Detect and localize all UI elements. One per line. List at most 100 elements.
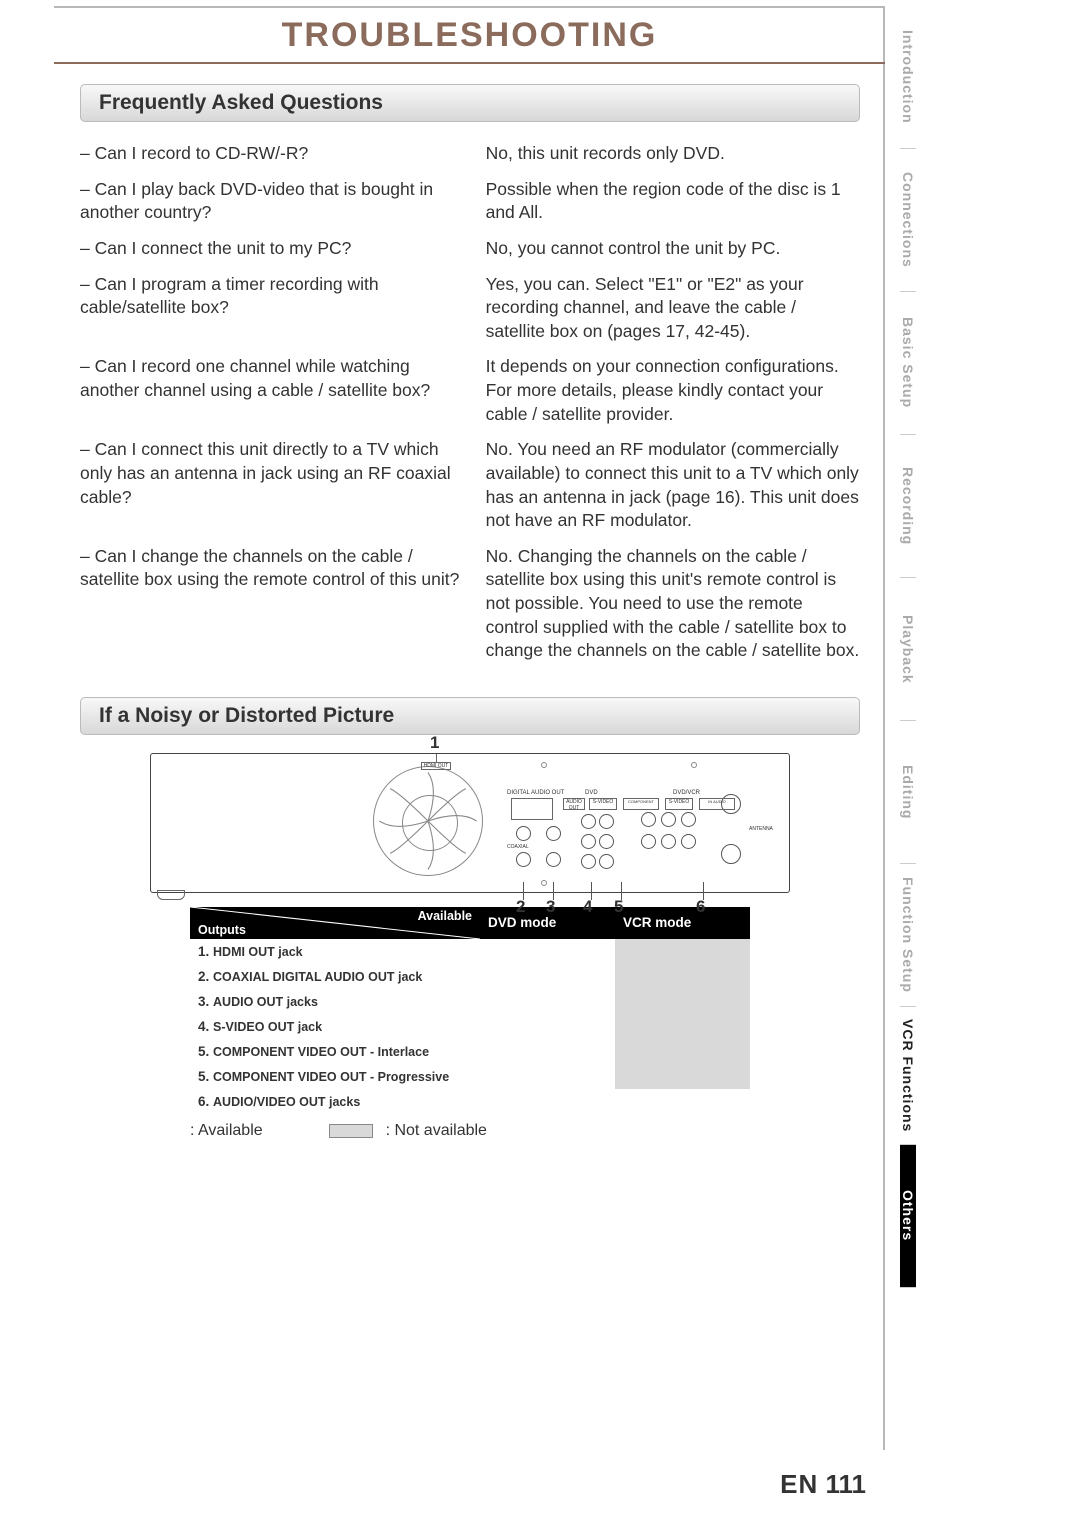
legend-not-available: : Not available — [386, 1122, 487, 1139]
table-row: 1. HDMI OUT jack — [190, 939, 750, 964]
legend-available: : Available — [190, 1122, 263, 1139]
port-label: S-VIDEO — [665, 798, 693, 810]
faq-answer: No. You need an RF modulator (commercial… — [486, 438, 860, 533]
faq-question: – Can I record one channel while watchin… — [80, 355, 486, 426]
sidebar-tab[interactable]: Function Setup — [900, 864, 916, 1007]
legend-swatch-na — [329, 1124, 373, 1138]
faq-answer: No, you cannot control the unit by PC. — [486, 237, 860, 261]
label-text: DVD — [585, 790, 598, 796]
faq-list: – Can I record to CD-RW/-R?No, this unit… — [80, 142, 860, 663]
screw-icon — [541, 880, 547, 886]
port-circle-icon — [681, 812, 696, 827]
legend: : Available : Not available — [190, 1122, 750, 1140]
hdmi-port-icon: HDMI OUT — [421, 762, 451, 770]
port-circle-icon — [661, 812, 676, 827]
screw-icon — [541, 762, 547, 768]
faq-answer: No. Changing the channels on the cable /… — [486, 545, 860, 663]
port-circle-icon — [546, 852, 561, 867]
table-row: 6. AUDIO/VIDEO OUT jacks — [190, 1089, 750, 1114]
port-circle-icon — [641, 812, 656, 827]
port-label: COMPONENT — [623, 798, 659, 810]
sidebar-tab[interactable]: Basic Setup — [900, 292, 916, 435]
port-circle-icon — [516, 852, 531, 867]
faq-question: – Can I play back DVD-video that is boug… — [80, 178, 486, 225]
title-underline — [54, 62, 885, 64]
faq-row: – Can I connect this unit directly to a … — [80, 438, 860, 533]
fan-icon — [373, 766, 483, 876]
port-circle-icon — [599, 854, 614, 869]
port-circle-icon — [581, 854, 596, 869]
table-cell-vcr — [615, 1064, 750, 1089]
table-cell-label: 3. AUDIO OUT jacks — [190, 989, 480, 1014]
faq-answer: No, this unit records only DVD. — [486, 142, 860, 166]
table-row: 3. AUDIO OUT jacks — [190, 989, 750, 1014]
table-col-vcr: VCR mode — [615, 907, 750, 939]
foot-icon — [157, 890, 185, 900]
table-cell-label: 1. HDMI OUT jack — [190, 939, 480, 964]
sidebar-tab[interactable]: Playback — [900, 578, 916, 721]
sidebar-tab[interactable]: VCR Functions — [900, 1007, 916, 1145]
sidebar-tab[interactable]: Editing — [900, 721, 916, 864]
port-circle-icon — [546, 826, 561, 841]
main-content: Frequently Asked Questions – Can I recor… — [80, 84, 860, 1140]
table-cell-vcr — [615, 964, 750, 989]
faq-row: – Can I program a timer recording with c… — [80, 273, 860, 344]
rear-panel-diagram: 1 HDMI OUT — [150, 753, 790, 893]
table-cell-dvd — [480, 964, 615, 989]
table-cell-label: 5. COMPONENT VIDEO OUT - Progressive — [190, 1064, 480, 1089]
diagram-num-2: 2 — [516, 897, 525, 917]
table-cell-vcr — [615, 939, 750, 964]
table-row: 5. COMPONENT VIDEO OUT - Progressive — [190, 1064, 750, 1089]
faq-row: – Can I record to CD-RW/-R?No, this unit… — [80, 142, 860, 166]
sidebar-tab[interactable]: Recording — [900, 435, 916, 578]
label-text: DIGITAL AUDIO OUT — [507, 790, 564, 796]
connector-line — [436, 754, 437, 762]
faq-question: – Can I record to CD-RW/-R? — [80, 142, 486, 166]
table-cell-dvd — [480, 1064, 615, 1089]
diagram-num-5: 5 — [614, 897, 623, 917]
sidebar-tab[interactable]: Others — [900, 1145, 916, 1288]
faq-row: – Can I connect the unit to my PC?No, yo… — [80, 237, 860, 261]
port-circle-icon — [581, 834, 596, 849]
section-faq-heading: Frequently Asked Questions — [80, 84, 860, 122]
section-output-heading: If a Noisy or Distorted Picture — [80, 697, 860, 735]
faq-question: – Can I program a timer recording with c… — [80, 273, 486, 344]
label-text: DVD/VCR — [673, 790, 700, 796]
table-header-row: Available Outputs DVD mode VCR mode — [190, 907, 750, 939]
table-cell-dvd — [480, 989, 615, 1014]
table-cell-vcr — [615, 1014, 750, 1039]
faq-row: – Can I play back DVD-video that is boug… — [80, 178, 860, 225]
sidebar-tabs: IntroductionConnectionsBasic SetupRecord… — [900, 6, 1080, 1288]
table-cell-label: 6. AUDIO/VIDEO OUT jacks — [190, 1089, 480, 1114]
port-circle-icon — [661, 834, 676, 849]
port-group-icon — [511, 798, 553, 820]
table-cell-label: 4. S-VIDEO OUT jack — [190, 1014, 480, 1039]
sidebar-tab[interactable]: Introduction — [900, 6, 916, 149]
table-cell-vcr — [615, 989, 750, 1014]
port-label: AUDIO OUT — [563, 798, 585, 810]
table-row: 5. COMPONENT VIDEO OUT - Interlace — [190, 1039, 750, 1064]
faq-row: – Can I change the channels on the cable… — [80, 545, 860, 663]
ports-table: Available Outputs DVD mode VCR mode 1. H… — [190, 907, 750, 1114]
port-circle-icon — [721, 844, 741, 864]
faq-answer: It depends on your connection configurat… — [486, 355, 860, 426]
faq-answer: Yes, you can. Select "E1" or "E2" as you… — [486, 273, 860, 344]
port-label: S-VIDEO — [589, 798, 617, 810]
table-row: 4. S-VIDEO OUT jack — [190, 1014, 750, 1039]
table-cell-vcr — [615, 1039, 750, 1064]
port-circle-icon — [516, 826, 531, 841]
sidebar-tab[interactable]: Connections — [900, 149, 916, 292]
port-label: IN AUDIO — [699, 798, 735, 810]
screw-icon — [691, 762, 697, 768]
table-cell-dvd — [480, 1014, 615, 1039]
table-cell-label: 5. COMPONENT VIDEO OUT - Interlace — [190, 1039, 480, 1064]
faq-answer: Possible when the region code of the dis… — [486, 178, 860, 225]
diagram-num-1: 1 — [430, 733, 439, 753]
faq-question: – Can I change the channels on the cable… — [80, 545, 486, 663]
port-circle-icon — [641, 834, 656, 849]
faq-question: – Can I connect the unit to my PC? — [80, 237, 486, 261]
port-circle-icon — [581, 814, 596, 829]
page-title: TROUBLESHOOTING — [54, 16, 885, 55]
table-row: 2. COAXIAL DIGITAL AUDIO OUT jack — [190, 964, 750, 989]
port-circle-icon — [599, 834, 614, 849]
